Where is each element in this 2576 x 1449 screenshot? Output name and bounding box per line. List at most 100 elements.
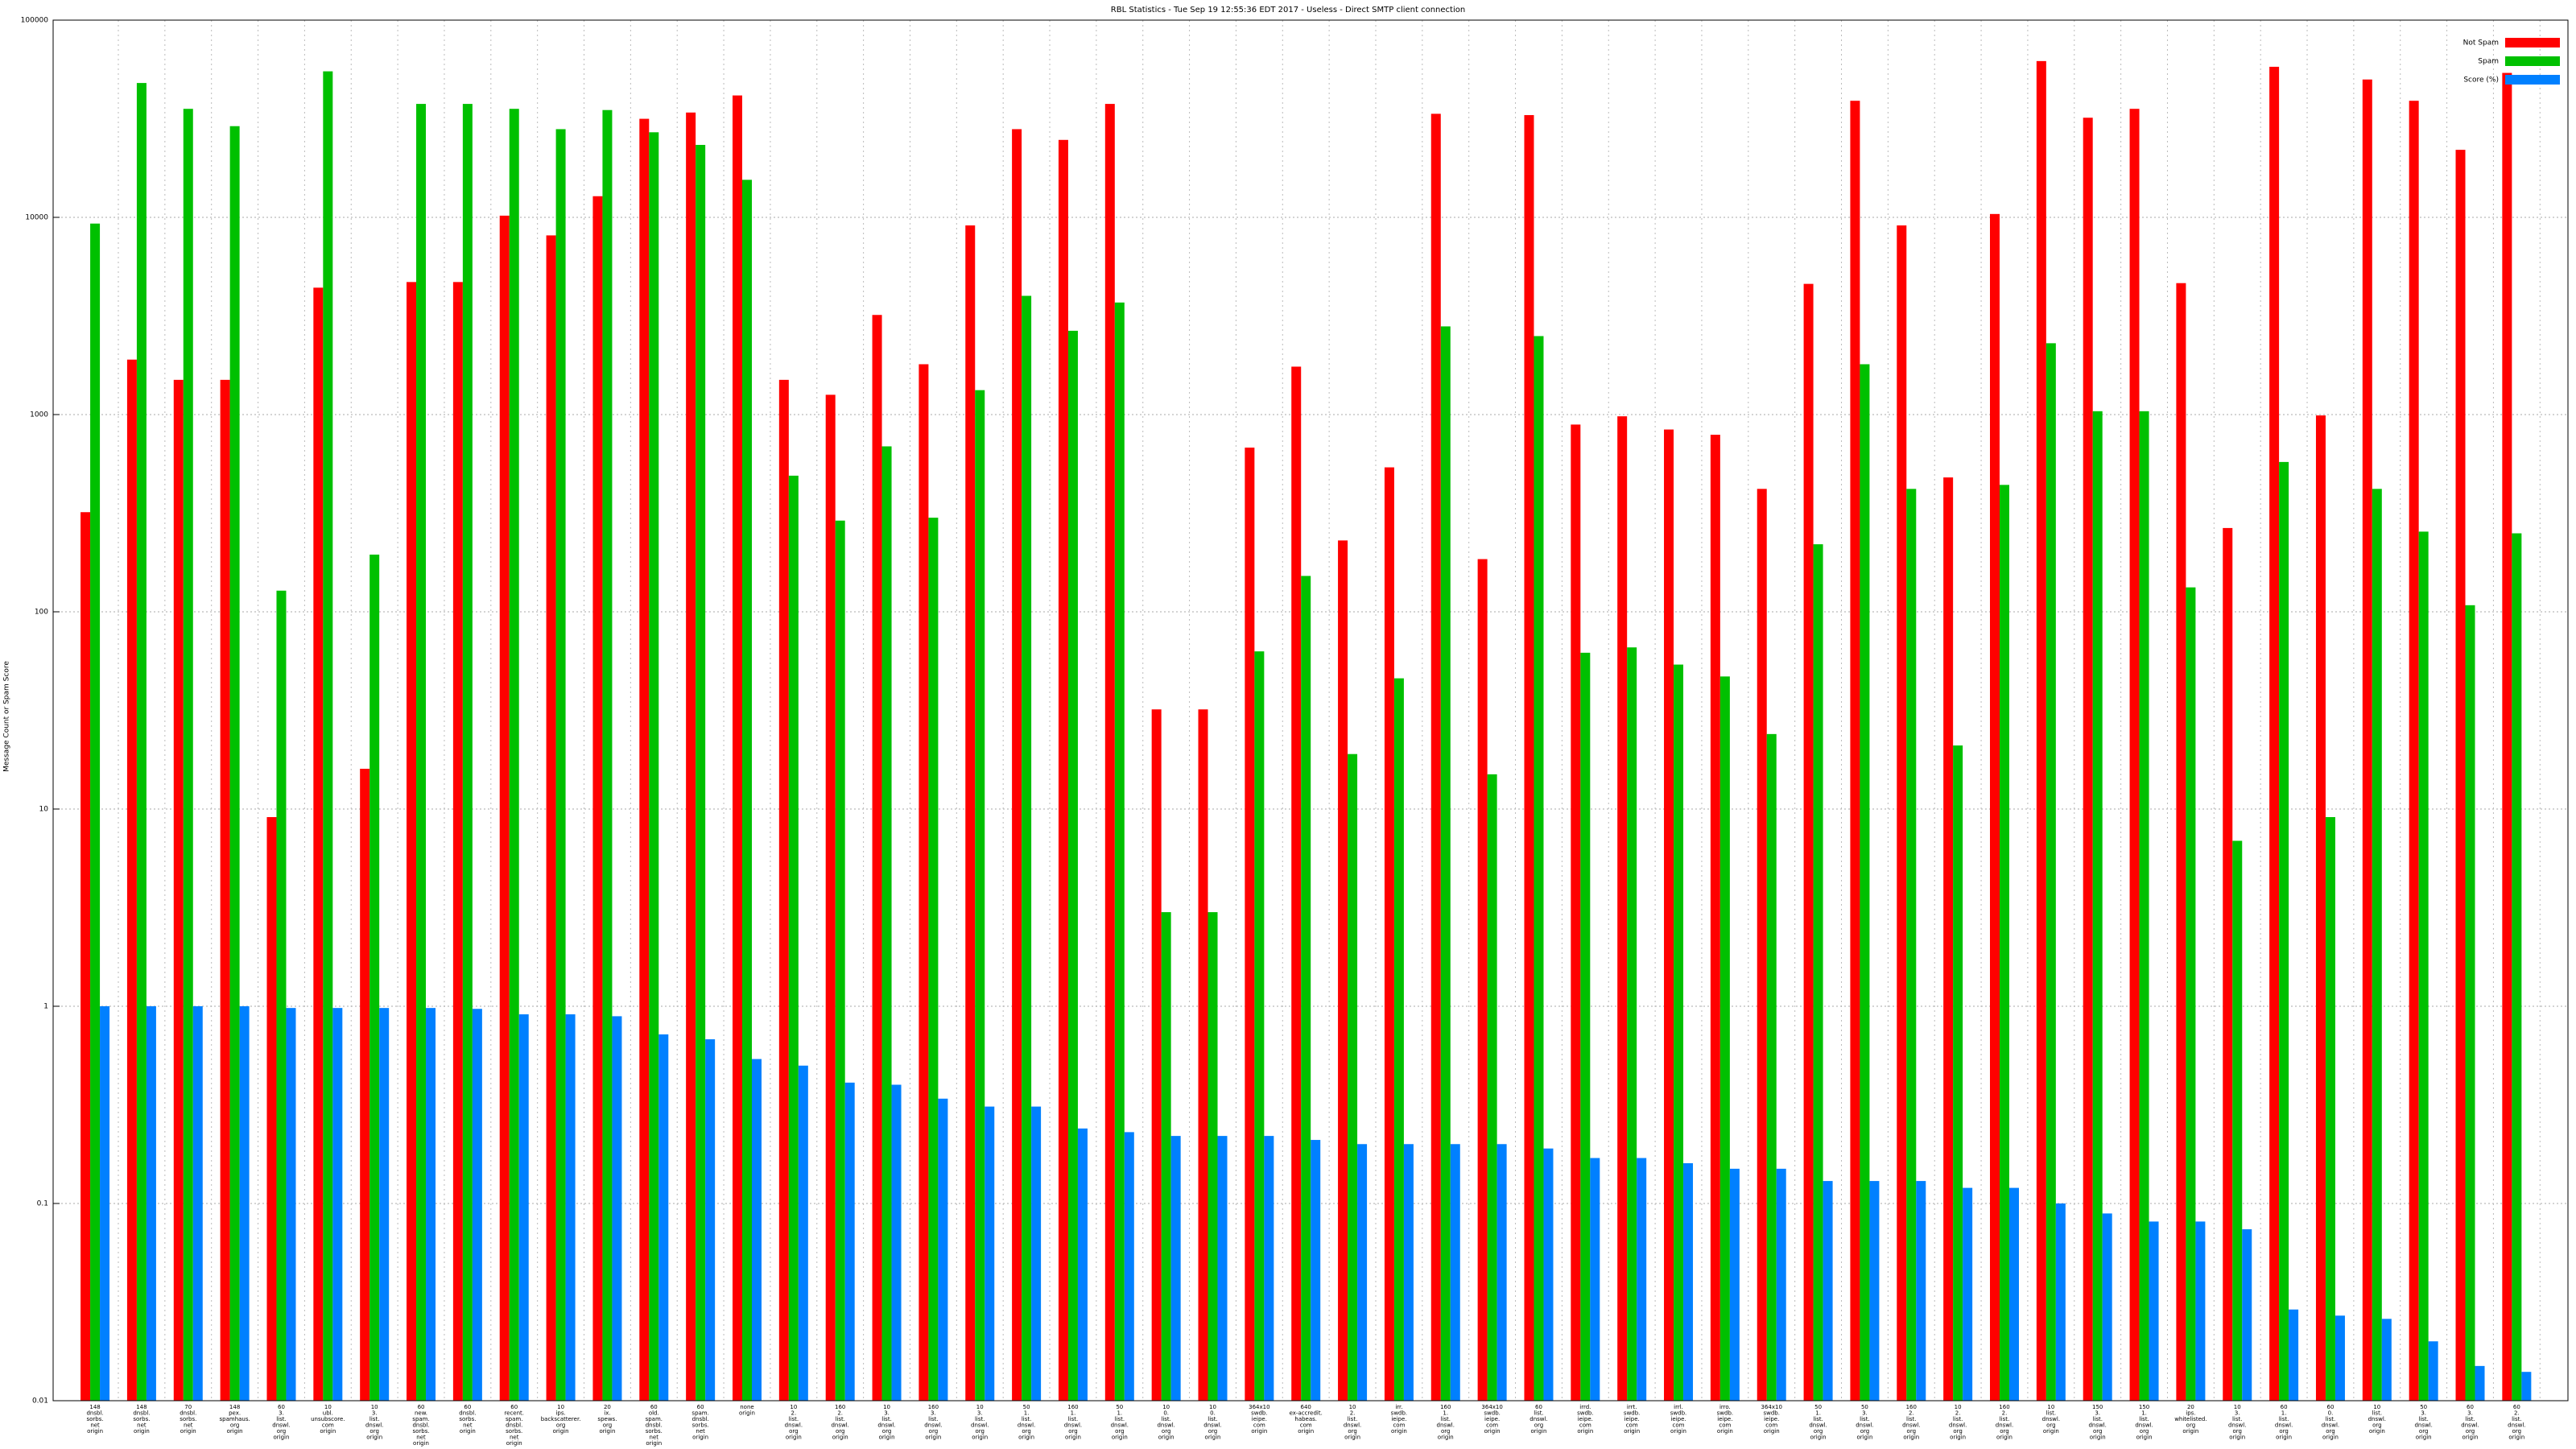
bar	[778, 379, 789, 1401]
x-tick-label-line: dnswl.	[1437, 1422, 1455, 1429]
x-tick-label-line: origin	[1903, 1435, 1919, 1441]
x-tick-label-line: dnswl.	[831, 1422, 848, 1429]
x-tick-label-line: list.	[1115, 1416, 1125, 1422]
bar	[2289, 1309, 2299, 1401]
x-tick-label-line: org	[2093, 1428, 2102, 1435]
x-tick-label-line: dnswl.	[2228, 1422, 2246, 1429]
bar	[1208, 912, 1218, 1401]
x-tick-label-line: dnswl.	[365, 1422, 383, 1429]
x-tick-label-line: 10	[883, 1404, 890, 1410]
x-tick-label: 10 3. list. dnswl. org origin	[2228, 1404, 2246, 1441]
bar	[686, 112, 696, 1402]
x-tick-label-line: origin	[1531, 1428, 1547, 1435]
x-tick-label-line: list.	[2418, 1416, 2429, 1422]
x-tick-label-line: 150	[2092, 1404, 2103, 1410]
x-tick-label-line: origin	[1856, 1435, 1872, 1441]
bar	[509, 109, 519, 1401]
x-tick-label-line: list.	[2465, 1416, 2475, 1422]
x-tick-label: 148 pex. spamhaus. org origin	[220, 1404, 250, 1435]
x-tick-label: 10 list. dnswl. org origin	[2368, 1404, 2386, 1435]
bar	[2269, 66, 2280, 1401]
x-tick-label: 50 3. list. dnswl. org origin	[1856, 1404, 1873, 1441]
x-tick-label-line: ips.	[555, 1410, 565, 1417]
y-axis-label: Message Count or Spam Score	[3, 661, 11, 772]
x-tick-label-line: 160	[1440, 1404, 1451, 1410]
x-tick-label-line: origin	[553, 1428, 569, 1435]
x-tick-label-line: 2.	[2514, 1410, 2520, 1417]
x-tick-label-line: 10	[1349, 1404, 1356, 1410]
bar	[1627, 647, 1637, 1401]
bar	[741, 180, 752, 1401]
x-tick-label-line: org	[882, 1428, 891, 1435]
x-tick-label: 60 recent. spam. dnsbl. sorbs. net origin	[504, 1404, 524, 1447]
bar	[518, 1014, 529, 1401]
x-tick-label-line: list.	[1860, 1416, 1870, 1422]
x-tick-label-line: dnsbl.	[180, 1410, 196, 1417]
bar	[1338, 540, 1348, 1401]
bar	[872, 315, 882, 1401]
bar	[2176, 283, 2186, 1401]
bar	[146, 1006, 156, 1401]
x-tick-label: 20 ix. spews. org origin	[597, 1404, 617, 1435]
x-tick-label-line: none	[740, 1404, 753, 1410]
x-tick-label-line: origin	[786, 1435, 802, 1441]
bar	[825, 394, 836, 1402]
bar	[80, 512, 91, 1401]
x-tick-label-line: origin	[2182, 1428, 2198, 1435]
x-tick-label-line: ieipe.	[1670, 1416, 1686, 1422]
x-tick-label-line: org	[1348, 1428, 1356, 1435]
x-tick-label-line: new.	[415, 1410, 427, 1417]
x-tick-label-line: list.	[2232, 1416, 2243, 1422]
bar	[2186, 587, 2196, 1401]
x-tick-label: 60 new. spam. dnsbl. sorbs. net origin	[412, 1404, 429, 1447]
bar	[1580, 652, 1591, 1401]
x-tick-label-line: spam.	[412, 1416, 429, 1422]
x-tick-label-line: dnsbl.	[646, 1422, 663, 1429]
x-tick-label-line: dnsbl.	[692, 1416, 709, 1422]
x-tick-label-line: origin	[1810, 1435, 1827, 1441]
x-tick-label-line: org	[2419, 1428, 2428, 1435]
bar	[286, 1008, 296, 1401]
x-tick-label-line: list.	[2000, 1416, 2010, 1422]
x-tick-label-line: dnswl.	[971, 1422, 989, 1429]
x-tick-label-line: origin	[1018, 1435, 1034, 1441]
x-tick-label-line: list.	[1906, 1416, 1917, 1422]
bar	[452, 282, 463, 1401]
x-tick-label-line: origin	[1438, 1435, 1454, 1441]
x-tick-label-line: org	[369, 1428, 378, 1435]
x-tick-label: 364x10 swdb. ieipe. com origin	[1249, 1404, 1269, 1435]
bar	[1617, 416, 1628, 1401]
x-tick-label-line: ieipe.	[1717, 1416, 1732, 1422]
x-tick-label-line: dnswl.	[2461, 1422, 2479, 1429]
bar	[602, 109, 613, 1401]
x-tick-label-line: origin	[2508, 1435, 2524, 1441]
x-tick-label-line: 10	[2373, 1404, 2380, 1410]
x-tick-label-line: com	[1626, 1422, 1638, 1429]
x-tick-label-line: dnswl.	[877, 1422, 895, 1429]
x-tick-label-line: dnswl.	[1996, 1422, 2013, 1429]
x-tick-label-line: irrt.	[1627, 1404, 1637, 1410]
x-tick-label-line: origin	[180, 1428, 196, 1435]
x-tick-label-line: irr.	[1395, 1404, 1402, 1410]
x-tick-label-line: swdb.	[1484, 1410, 1500, 1417]
x-tick-label-line: dnswl.	[1809, 1422, 1827, 1429]
x-tick-label-line: 60	[418, 1404, 425, 1410]
bar	[1348, 753, 1358, 1401]
x-tick-label: 60 2. list. dnswl. org origin	[2508, 1404, 2525, 1441]
x-tick-label-line: swdb.	[1763, 1410, 1779, 1417]
bar	[183, 109, 193, 1401]
x-tick-label-line: 1.	[1117, 1410, 1122, 1417]
x-tick-label-line: dnswl.	[2368, 1416, 2386, 1422]
bar	[1161, 912, 1171, 1401]
bar	[2315, 415, 2326, 1402]
x-tick-label-line: list.	[1441, 1416, 1451, 1422]
x-tick-label-line: org	[929, 1428, 938, 1435]
x-tick-label-line: 10	[2047, 1404, 2054, 1410]
bar	[323, 71, 333, 1402]
x-tick-label-line: ieipe.	[1252, 1416, 1267, 1422]
x-tick-label-line: 0.	[1210, 1410, 1216, 1417]
x-tick-label-line: list.	[1161, 1416, 1171, 1422]
x-tick-label-line: dnswl.	[1949, 1422, 1967, 1429]
x-tick-label-line: org	[1022, 1428, 1030, 1435]
legend-label: Score (%)	[2463, 76, 2499, 85]
